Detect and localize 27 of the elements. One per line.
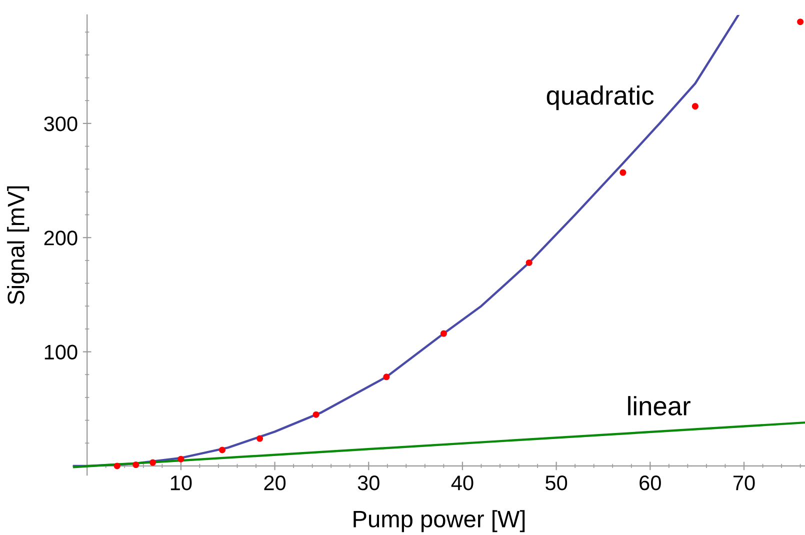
y-tick-label: 200 [44,230,78,246]
point [256,435,264,442]
x-axis-title: Pump power [W] [354,510,525,532]
point [218,446,226,454]
series-label: quadratic [546,86,654,110]
point [178,456,184,462]
point [312,411,320,418]
y-tick-label: 300 [44,116,78,132]
x-tick-label: 60 [640,476,661,490]
point [150,459,156,466]
point [692,103,698,110]
point [132,462,140,468]
x-tick-label: 20 [264,476,286,490]
x-tick-label: 50 [546,476,568,490]
x-tick-label: 40 [451,476,474,490]
point [620,169,626,176]
x-tick-label: 10 [170,476,192,490]
point [526,259,532,266]
x-tick-label: 70 [733,476,755,490]
y-tick-label: 100 [44,344,78,360]
x-tick-label: 30 [358,476,380,490]
series-label: linear [628,396,690,416]
point [383,374,390,380]
y-axis-title: Signal [mV] [7,186,30,304]
point [114,462,120,470]
point [440,330,447,337]
point [797,18,804,26]
